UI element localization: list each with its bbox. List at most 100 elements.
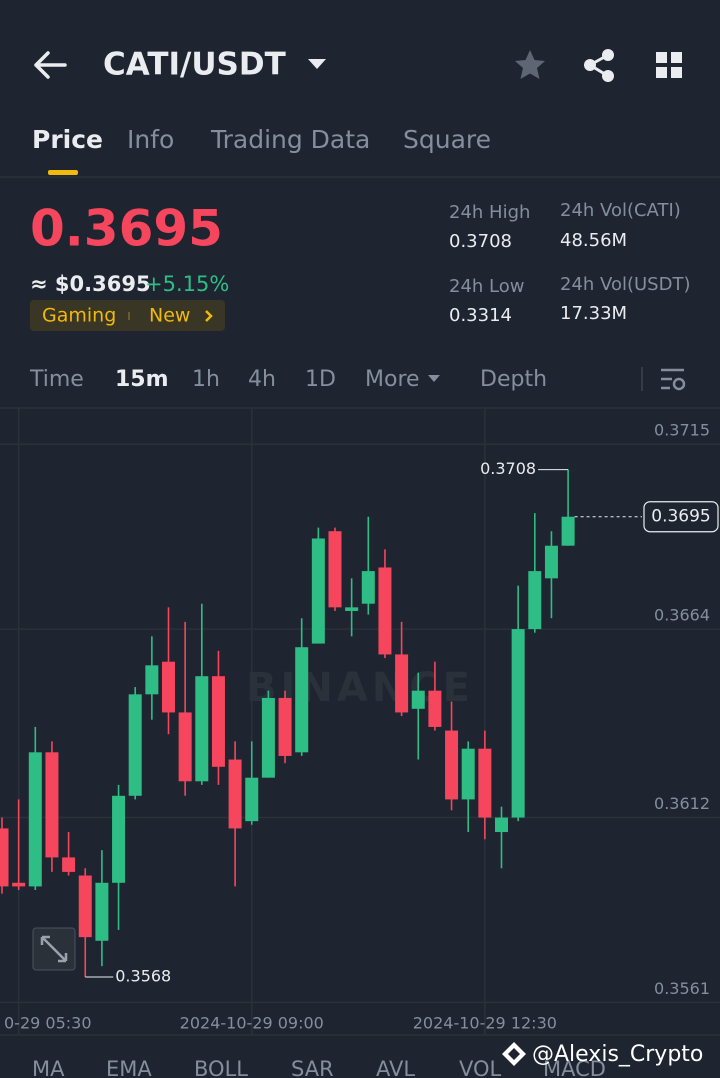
low-marker-label: 0.3568 [115,967,171,986]
share-icon[interactable] [584,49,614,82]
stat-label: 24h Vol(CATI) [560,200,681,221]
tag-box[interactable] [30,300,225,331]
candle-body [0,828,9,887]
candle-body [561,516,575,546]
interval[interactable]: Depth [480,367,547,392]
price-change: +5.15% [145,272,229,296]
tag-separator [128,312,130,320]
interval[interactable]: More [365,367,420,392]
stat-value: 0.3314 [449,305,512,326]
stat-value: 48.56M [560,230,627,251]
candle-body [162,661,175,713]
stat-value: 17.33M [560,303,627,324]
y-tick-label: 0.3715 [654,421,710,440]
stat-label: 24h Vol(USDT) [560,274,690,295]
x-tick-label: 0-29 05:30 [4,1014,92,1033]
user-watermark: @Alexis_Crypto [532,1042,703,1067]
grid-cell [671,67,682,78]
candle-body [361,571,375,604]
candle-body [378,567,392,655]
share-link [587,53,609,78]
grid-menu-icon[interactable] [656,52,682,78]
settings-gear [672,377,686,391]
candle-body [28,752,42,887]
candle-body [395,654,409,713]
chart-settings-icon[interactable] [661,368,686,391]
tab[interactable]: Trading Data [210,125,370,154]
tag[interactable]: New [149,305,190,327]
candle-body [95,882,109,941]
stat-value: 0.3708 [449,231,512,252]
candle-body [195,676,209,782]
indicator[interactable]: EMA [106,1057,152,1078]
grid-cell [671,52,682,63]
candle-body [495,817,508,833]
grid-cell [656,67,667,78]
candle-body [62,857,76,872]
tab[interactable]: Info [127,125,174,154]
settings-lines [661,368,684,390]
candle-body [128,694,142,796]
candle-body [528,571,542,630]
candle-body [478,748,492,818]
tab[interactable]: Square [403,125,491,154]
favorite-icon[interactable] [515,50,545,79]
expand-arrows [40,935,68,963]
candle-body [461,748,475,800]
high-marker-label: 0.3708 [480,459,536,478]
more-caret [428,375,440,382]
indicator[interactable]: BOLL [194,1057,248,1078]
pair-dropdown[interactable] [308,59,326,69]
interval[interactable]: Time [29,367,84,392]
candle-body [178,712,192,782]
last-price: 0.3695 [30,200,223,258]
stat-label: 24h Low [449,276,524,297]
indicator[interactable]: AVL [376,1057,415,1078]
interval[interactable]: 4h [248,367,276,392]
tag[interactable]: Gaming [42,305,116,327]
candle-body [411,690,425,709]
interval[interactable]: 1D [305,367,336,392]
candle-body [228,759,242,829]
pair-title[interactable]: CATI/USDT [103,47,286,83]
candle-body [278,697,292,756]
candle-body [45,752,59,858]
candle-body [511,629,525,818]
candle-body [295,647,309,753]
indicator[interactable]: SAR [291,1057,334,1078]
candle-body [12,882,26,887]
back-button[interactable] [34,51,67,79]
y-tick-label: 0.3612 [654,794,710,813]
y-tick-label: 0.3664 [654,606,710,625]
candle-body [211,676,225,767]
grid-cell [656,52,667,63]
expand-button[interactable] [32,927,76,971]
fiat-price: ≈ $0.3695 [30,272,151,296]
indicator[interactable]: VOL [459,1057,502,1078]
candle-body [78,875,92,938]
last-price-label: 0.3695 [651,507,710,527]
tab-indicator [48,170,78,175]
candle-body [311,538,325,644]
candle-body [112,795,126,883]
candle-body [428,690,442,727]
x-tick-label: 2024-10-29 12:30 [413,1014,557,1033]
candle-body [245,777,259,822]
indicator[interactable]: MA [32,1057,65,1078]
candle-body [445,730,459,800]
last-price-tag [643,501,719,533]
tag-arrow [205,310,213,322]
indicator[interactable]: MACD [543,1057,606,1078]
y-tick-label: 0.3561 [654,979,710,998]
interval[interactable]: 1h [192,367,220,392]
candle-body [345,607,359,611]
candle-body [328,531,342,608]
interval-active[interactable]: 15m [115,367,169,392]
candle-body [261,697,275,778]
stat-label: 24h High [449,202,530,223]
tab-active[interactable]: Price [32,125,103,154]
watermark-logo [502,1042,526,1066]
